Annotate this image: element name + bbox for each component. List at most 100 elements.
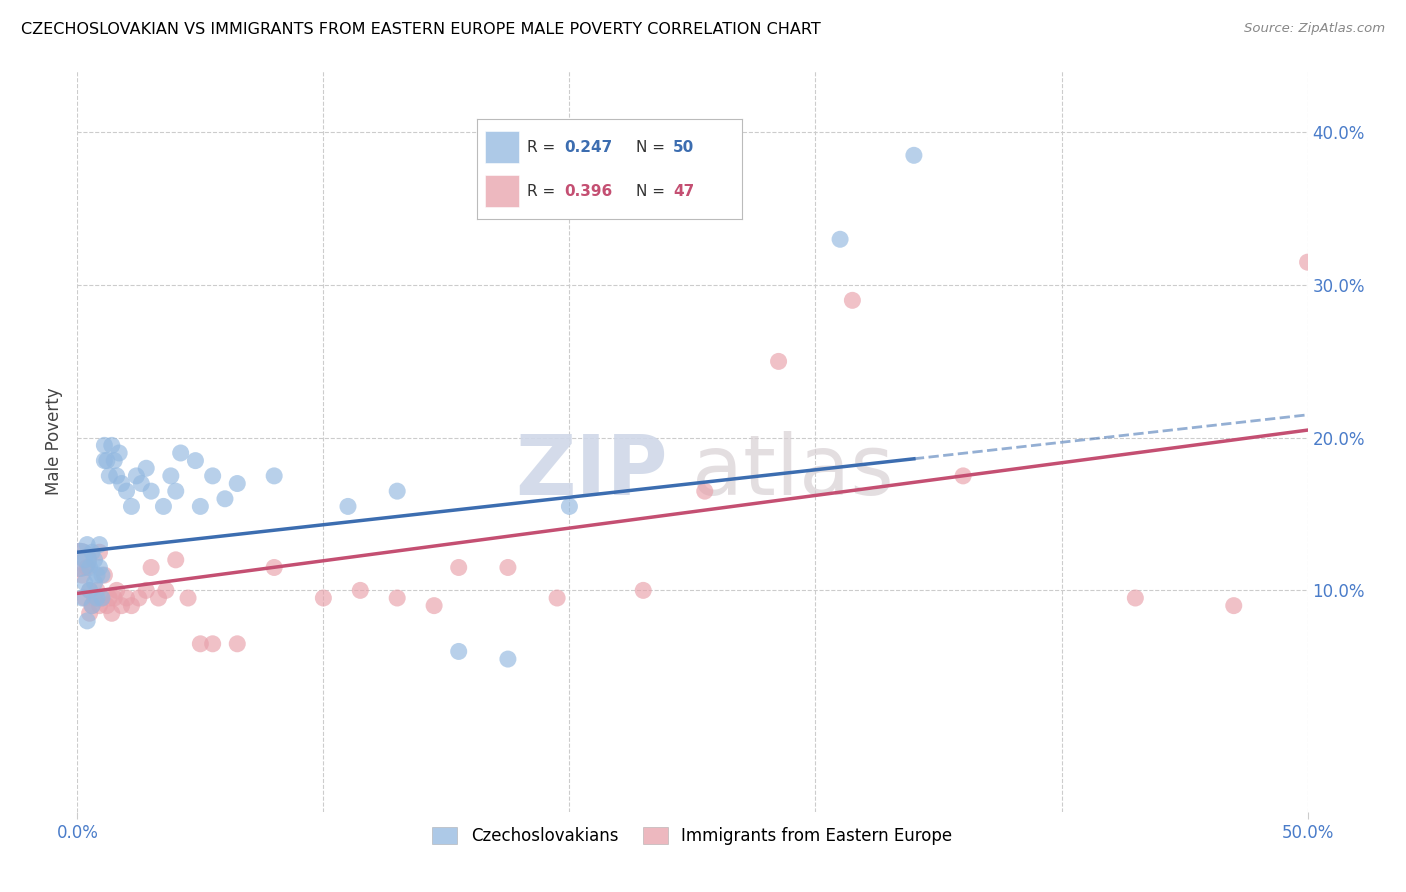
Point [69,553,91,567]
Text: atlas: atlas [693,431,894,512]
Point [73,575,96,590]
Point [177,591,200,605]
Point [79,560,101,574]
Point [79,583,101,598]
Point [111,476,132,491]
Point [93,568,115,582]
Point [165,553,187,567]
Point [188,500,212,514]
Point [70,568,93,582]
Point [121,599,143,613]
Point [70,591,93,605]
Point [263,469,285,483]
Point [558,500,581,514]
Point [86,591,108,605]
Point [90,591,114,605]
Point [546,591,568,605]
Point [165,484,187,499]
Point [1125,591,1147,605]
Point [86,583,108,598]
Legend: Czechoslovakians, Immigrants from Eastern Europe: Czechoslovakians, Immigrants from Easter… [426,820,959,852]
Point [135,461,157,475]
Point [141,560,163,574]
Point [155,583,177,598]
Point [693,484,716,499]
Point [103,591,125,605]
Point [90,591,114,605]
Point [125,469,148,483]
Point [115,591,138,605]
Point [82,545,104,559]
Point [141,484,163,499]
Point [76,560,98,574]
Point [73,553,96,567]
Point [76,614,98,628]
Y-axis label: Male Poverty: Male Poverty [45,388,63,495]
Point [312,591,335,605]
Point [83,575,105,590]
Point [111,599,132,613]
Point [263,560,285,574]
Point [69,553,91,567]
Point [96,453,118,467]
Point [96,599,118,613]
Point [82,599,104,613]
Point [337,500,360,514]
Point [349,583,371,598]
Point [108,446,131,460]
Point [1296,255,1319,269]
Point [148,591,170,605]
Point [423,599,446,613]
Point [201,469,224,483]
Point [841,293,863,308]
Point [89,599,111,613]
Point [128,591,150,605]
Point [952,469,974,483]
Point [385,484,409,499]
Point [115,484,138,499]
Point [83,591,105,605]
Point [170,446,193,460]
Point [188,637,212,651]
Text: CZECHOSLOVAKIAN VS IMMIGRANTS FROM EASTERN EUROPE MALE POVERTY CORRELATION CHART: CZECHOSLOVAKIAN VS IMMIGRANTS FROM EASTE… [21,22,821,37]
Point [121,500,143,514]
Point [105,583,128,598]
Point [496,560,519,574]
Point [101,438,124,452]
Point [385,591,409,605]
Point [98,591,121,605]
Point [93,453,115,467]
Point [103,453,125,467]
Point [98,469,121,483]
Point [90,568,114,582]
Point [447,644,470,658]
Point [1223,599,1246,613]
Point [89,545,111,559]
Text: ZIP: ZIP [516,431,668,512]
Point [89,538,111,552]
Point [152,500,174,514]
Text: Source: ZipAtlas.com: Source: ZipAtlas.com [1244,22,1385,36]
Point [160,469,183,483]
Point [101,607,124,621]
Point [201,637,224,651]
Point [830,232,852,246]
Point [135,583,157,598]
Point [903,148,925,162]
Point [768,354,790,368]
Point [129,476,153,491]
Point [93,438,115,452]
Point [105,469,128,483]
Point [86,568,108,582]
Point [83,553,105,567]
Point [82,599,104,613]
Point [184,453,207,467]
Point [226,476,249,491]
Point [79,583,101,598]
Point [76,538,98,552]
Point [226,637,249,651]
Point [73,591,96,605]
Point [447,560,470,574]
Point [496,652,519,666]
Point [633,583,655,598]
